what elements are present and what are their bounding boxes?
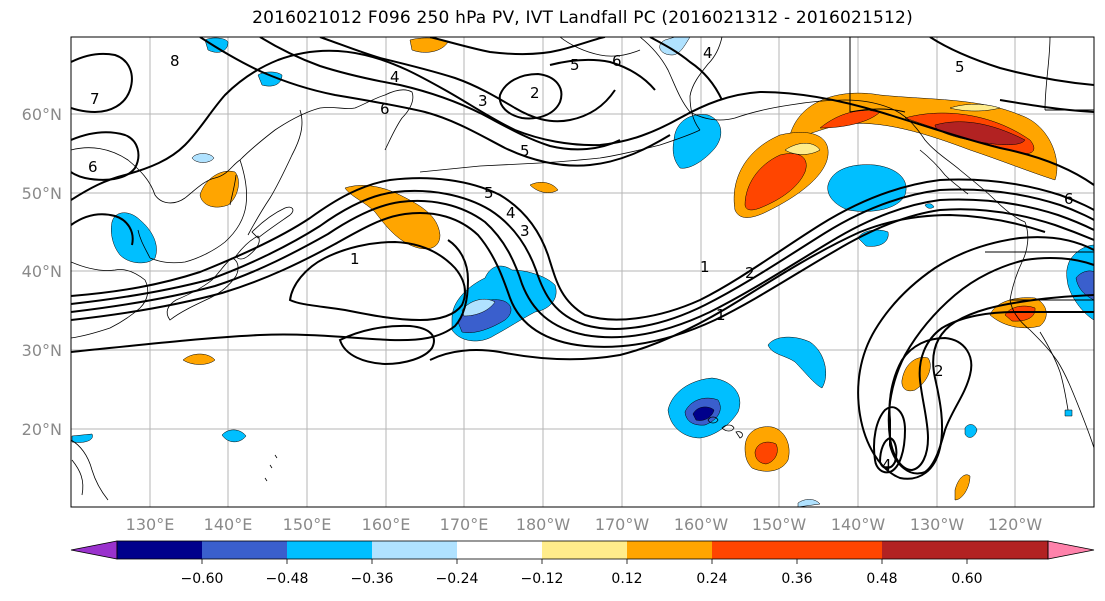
colorbar-tick-label: 0.12 [611, 571, 642, 587]
colorbar-extend-high [1047, 540, 1095, 560]
colorbar-segment [372, 541, 457, 559]
colorbar-tick-label: 0.60 [951, 571, 982, 587]
pv-anomaly-fill [71, 37, 1094, 507]
contour-labels: 8 7 6 4 6 5 4 3 2 5 6 5 4 3 1 1 2 1 5 6 … [88, 44, 1074, 474]
lon-label: 160°W [674, 515, 729, 534]
lat-label: 60°N [22, 105, 62, 124]
contour-label: 7 [90, 90, 100, 108]
contour-label: 1 [716, 306, 726, 324]
longitude-labels: 130°E 140°E 150°E 160°E 170°E 180°W 170°… [126, 515, 1043, 534]
lon-label: 160°E [362, 515, 411, 534]
colorbar-segment [457, 541, 542, 559]
contour-label: 6 [612, 52, 622, 70]
political-borders [849, 37, 1094, 301]
contour-label: 6 [380, 100, 390, 118]
lon-label: 170°E [440, 515, 489, 534]
contour-label: 2 [530, 84, 540, 102]
colorbar-segment [202, 541, 287, 559]
lat-label: 50°N [22, 184, 62, 203]
colorbar-tick-label: −0.48 [266, 571, 309, 587]
lon-label: 130°W [910, 515, 965, 534]
contour-label: 8 [170, 52, 180, 70]
contour-label: 2 [745, 264, 755, 282]
colorbar-tick-label: −0.12 [521, 571, 564, 587]
colorbar-segment [712, 541, 797, 559]
lat-label: 40°N [22, 262, 62, 281]
colorbar-segment [797, 541, 882, 559]
colorbar-tick-label: −0.60 [181, 571, 224, 587]
colorbar-extend-low [70, 540, 118, 560]
contour-label: 3 [478, 92, 488, 110]
latitude-labels: 60°N 50°N 40°N 30°N 20°N [22, 105, 62, 439]
colorbar-frame [116, 540, 1049, 560]
contour-label: 4 [506, 204, 516, 222]
contour-label: 2 [934, 362, 944, 380]
contour-label: 3 [520, 222, 530, 240]
colorbar-segment [627, 541, 712, 559]
contour-label: 6 [88, 158, 98, 176]
contour-label: 5 [955, 58, 965, 76]
colorbar-tick-label: 0.48 [866, 571, 897, 587]
colorbar-tick-labels: −0.60 −0.48 −0.36 −0.24 −0.12 0.12 0.24 … [181, 571, 983, 587]
lon-label: 150°E [283, 515, 332, 534]
lon-label: 120°W [988, 515, 1043, 534]
lat-label: 20°N [22, 420, 62, 439]
contour-label: 1 [350, 250, 360, 268]
pv-contours [71, 37, 1094, 480]
lon-label: 150°W [752, 515, 807, 534]
lon-label: 140°E [204, 515, 253, 534]
lon-label: 130°E [126, 515, 175, 534]
colorbar-segment [882, 541, 1048, 559]
colorbar-segment [117, 541, 202, 559]
contour-label: 5 [520, 142, 530, 160]
colorbar-tick-label: 0.36 [781, 571, 812, 587]
colorbar-tick-label: 0.24 [696, 571, 727, 587]
lon-label: 170°W [595, 515, 650, 534]
contour-label: 1 [700, 258, 710, 276]
map-frame [70, 36, 1095, 508]
colorbar-segment [542, 541, 627, 559]
contour-label: 4 [882, 456, 892, 474]
contour-label: 4 [390, 68, 400, 86]
colorbar-tick-label: −0.36 [351, 571, 394, 587]
colorbar-tick-label: −0.24 [436, 571, 479, 587]
map-title: 2016021012 F096 250 hPa PV, IVT Landfall… [252, 8, 913, 28]
contour-label: 4 [703, 44, 713, 62]
lon-label: 180°W [516, 515, 571, 534]
colorbar-segments [117, 541, 1048, 559]
lat-label: 30°N [22, 341, 62, 360]
contour-label: 5 [484, 184, 494, 202]
contour-label: 5 [570, 56, 580, 74]
colorbar-ticks [201, 559, 968, 564]
contour-label: 6 [1064, 190, 1074, 208]
lon-label: 140°W [831, 515, 886, 534]
colorbar-segment [287, 541, 372, 559]
colorbar: −0.60 −0.48 −0.36 −0.24 −0.12 0.12 0.24 … [70, 540, 1095, 587]
